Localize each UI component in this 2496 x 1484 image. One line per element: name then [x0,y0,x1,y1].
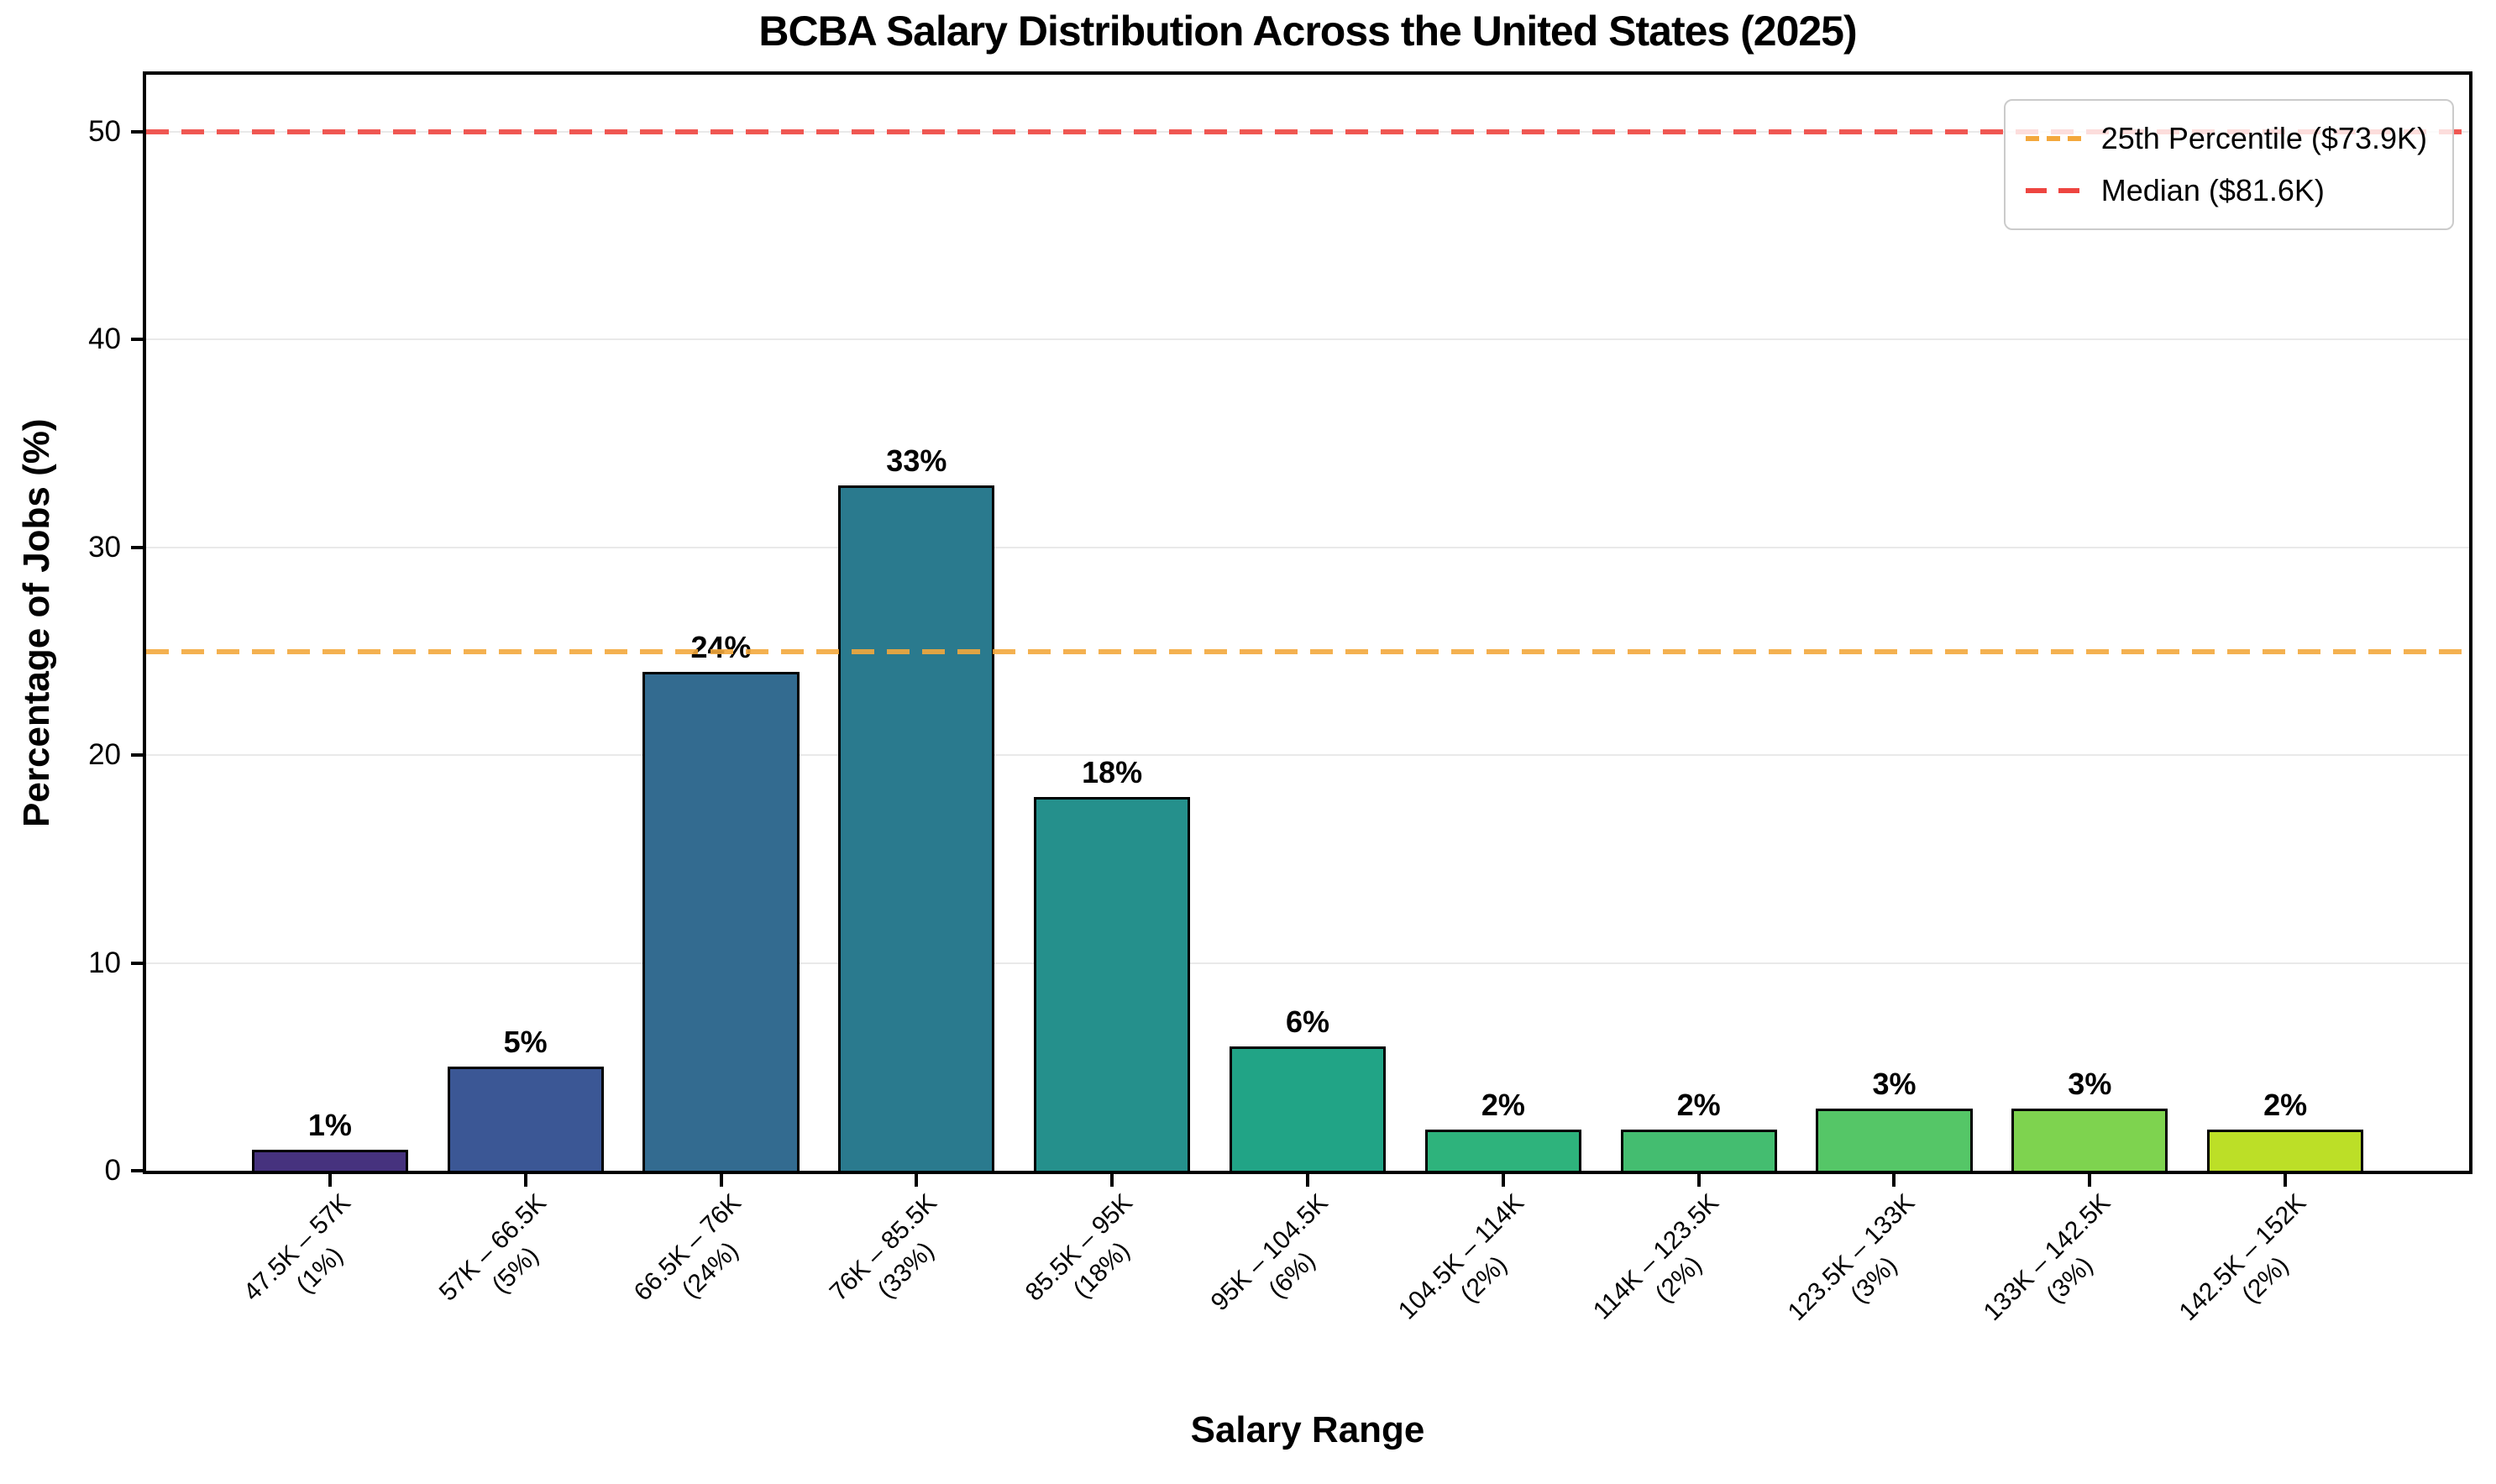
legend-label: 25th Percentile ($73.9K) [2100,121,2427,155]
x-tick-label-text: 123.5K – 133K (3%) [1782,1188,1921,1327]
y-tick-mark [131,1169,143,1172]
plot-area: 0 10 20 30 40 50 1% 47.5K – 57K (1%) 5% 57K – 66.5… [88,71,2472,1326]
x-tick-mark [1306,1174,1309,1187]
bar-value-label: 6% [1285,1004,1330,1039]
x-tick-label-text: 57K – 66.5K (5%) [433,1188,552,1307]
x-tick-mark [523,1174,527,1187]
legend-item-25th-percentile: 25th Percentile ($73.9K) [2025,113,2427,165]
y-axis-label: Percentage of Jobs (%) [16,418,57,827]
y-tick-label: 50 [88,115,121,149]
x-tick-mark [1501,1174,1505,1187]
legend: 25th Percentile ($73.9K) Median ($81.6K) [2003,99,2454,230]
x-tick-label-text: 85.5K – 95K (18%) [1020,1188,1138,1307]
x-tick-mark [1892,1174,1896,1187]
y-tick-label: 10 [88,946,121,979]
median-line [146,129,2469,135]
x-tick-mark [1696,1174,1701,1187]
dashed-line-sample-red [2025,188,2083,193]
bar [447,1067,604,1171]
x-tick-label-text: 66.5K – 76K (24%) [629,1188,747,1307]
bar-value-label: 24% [690,630,752,665]
bar [2011,1108,2168,1171]
y-tick-mark [131,338,143,342]
bar-value-label: 2% [1481,1087,1525,1122]
x-tick-label-text: 76K – 85.5K (33%) [824,1188,943,1307]
y-tick-mark [131,753,143,758]
x-tick-mark [915,1174,919,1187]
bar [1229,1046,1387,1171]
y-tick-label: 40 [88,322,121,356]
bar-value-label: 5% [503,1025,548,1060]
chart-title: BCBA Salary Distribution Across the Unit… [758,8,1857,55]
bar [1620,1129,1777,1171]
bar-value-label: 18% [1082,754,1143,789]
x-tick-label-text: 114K – 123.5K (2%) [1588,1188,1725,1325]
x-tick-label-text: 47.5K – 57K (1%) [238,1188,356,1307]
y-tick-mark [131,545,143,549]
x-tick-label-text: 133K – 142.5K (3%) [1978,1188,2116,1327]
legend-item-median: Median ($81.6K) [2025,165,2427,217]
x-tick-label-text: 142.5K – 152K (2%) [2174,1188,2311,1327]
gridline [146,546,2469,548]
bar [1034,796,1191,1171]
x-axis-label: Salary Range [1190,1409,1425,1450]
x-tick-label-text: 104.5K – 114K (2%) [1392,1188,1529,1325]
legend-label: Median ($81.6K) [2100,173,2325,207]
y-tick-mark [131,961,143,965]
y-tick-label: 0 [104,1154,121,1187]
y-tick-mark [131,130,143,134]
dashed-line-sample-orange [2025,136,2083,141]
y-tick-label: 20 [88,738,121,772]
bar [251,1150,408,1171]
y-tick-label: 30 [88,530,121,564]
x-tick-mark [2088,1174,2092,1187]
bar-value-label: 3% [2068,1066,2112,1101]
gridline [146,754,2469,757]
x-tick-mark [328,1174,332,1187]
bar [1424,1129,1581,1171]
percentile-25-line [146,648,2469,654]
gridline [146,338,2469,341]
bar-value-label: 1% [307,1108,352,1143]
gridline [146,962,2469,964]
x-tick-mark [2284,1174,2288,1187]
x-tick-mark [1110,1174,1114,1187]
bar-value-label: 3% [1872,1066,1917,1101]
bar-value-label: 2% [2263,1087,2308,1122]
bar [642,672,800,1171]
bar-value-label: 33% [886,443,947,478]
bar-value-label: 2% [1676,1087,1721,1122]
bar [1816,1108,1973,1171]
bar [838,485,995,1171]
x-tick-label-text: 95K – 104.5K (6%) [1205,1188,1334,1317]
bar [2207,1129,2364,1171]
x-tick-mark [719,1174,723,1187]
